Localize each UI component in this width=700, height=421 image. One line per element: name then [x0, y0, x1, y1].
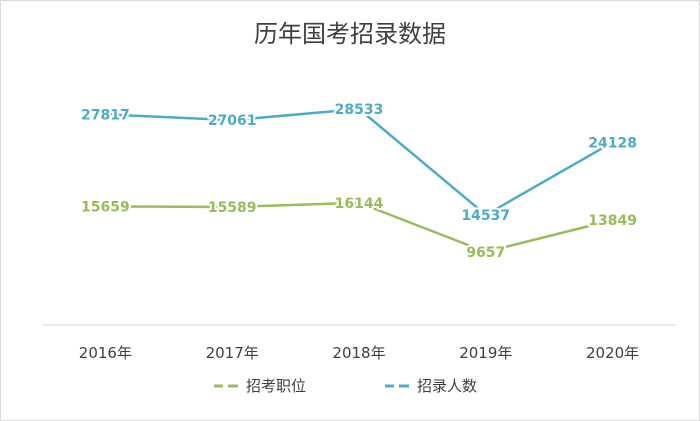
series-line — [104, 107, 614, 217]
x-tick-label: 2020年 — [586, 344, 639, 362]
data-label: 9657 — [466, 245, 505, 261]
data-label-halo: 16144 — [335, 196, 384, 212]
legend-label: 招录人数 — [417, 377, 477, 395]
data-label: 28533 — [335, 102, 384, 118]
legend-item: 招考职位 — [214, 377, 306, 395]
data-label-halo: 28533 — [335, 102, 384, 118]
legend-item: 招录人数 — [385, 377, 477, 395]
data-label: 15659 — [81, 199, 130, 215]
data-label-halo: 27061 — [208, 113, 257, 129]
x-tick-label: 2017年 — [206, 344, 259, 362]
data-label: 14537 — [461, 208, 510, 224]
data-label-halo: 13849 — [588, 213, 637, 229]
data-label-halo: 24128 — [588, 135, 637, 151]
data-label-halo: 9657 — [466, 245, 505, 261]
chart-title: 历年国考招录数据 — [254, 20, 446, 48]
legend: 招考职位 招录人数 — [214, 377, 477, 395]
data-label-halo: 15589 — [208, 200, 257, 216]
data-label: 16144 — [335, 196, 384, 212]
legend-label: 招考职位 — [246, 377, 306, 395]
data-label-halo: 14537 — [461, 208, 510, 224]
data-label: 27061 — [208, 113, 257, 129]
x-axis-tick-labels: 2016年 2017年 2018年 2019年 2020年 — [79, 344, 639, 362]
x-tick-label: 2019年 — [459, 344, 512, 362]
data-label-halo: 15659 — [81, 199, 130, 215]
data-label-halo: 27817 — [81, 107, 130, 123]
data-label: 13849 — [588, 213, 637, 229]
series-line — [104, 201, 614, 254]
data-label: 24128 — [588, 135, 637, 151]
data-label: 27817 — [81, 107, 130, 123]
x-tick-label: 2018年 — [332, 344, 385, 362]
x-tick-label: 2016年 — [79, 344, 132, 362]
data-label: 15589 — [208, 200, 257, 216]
